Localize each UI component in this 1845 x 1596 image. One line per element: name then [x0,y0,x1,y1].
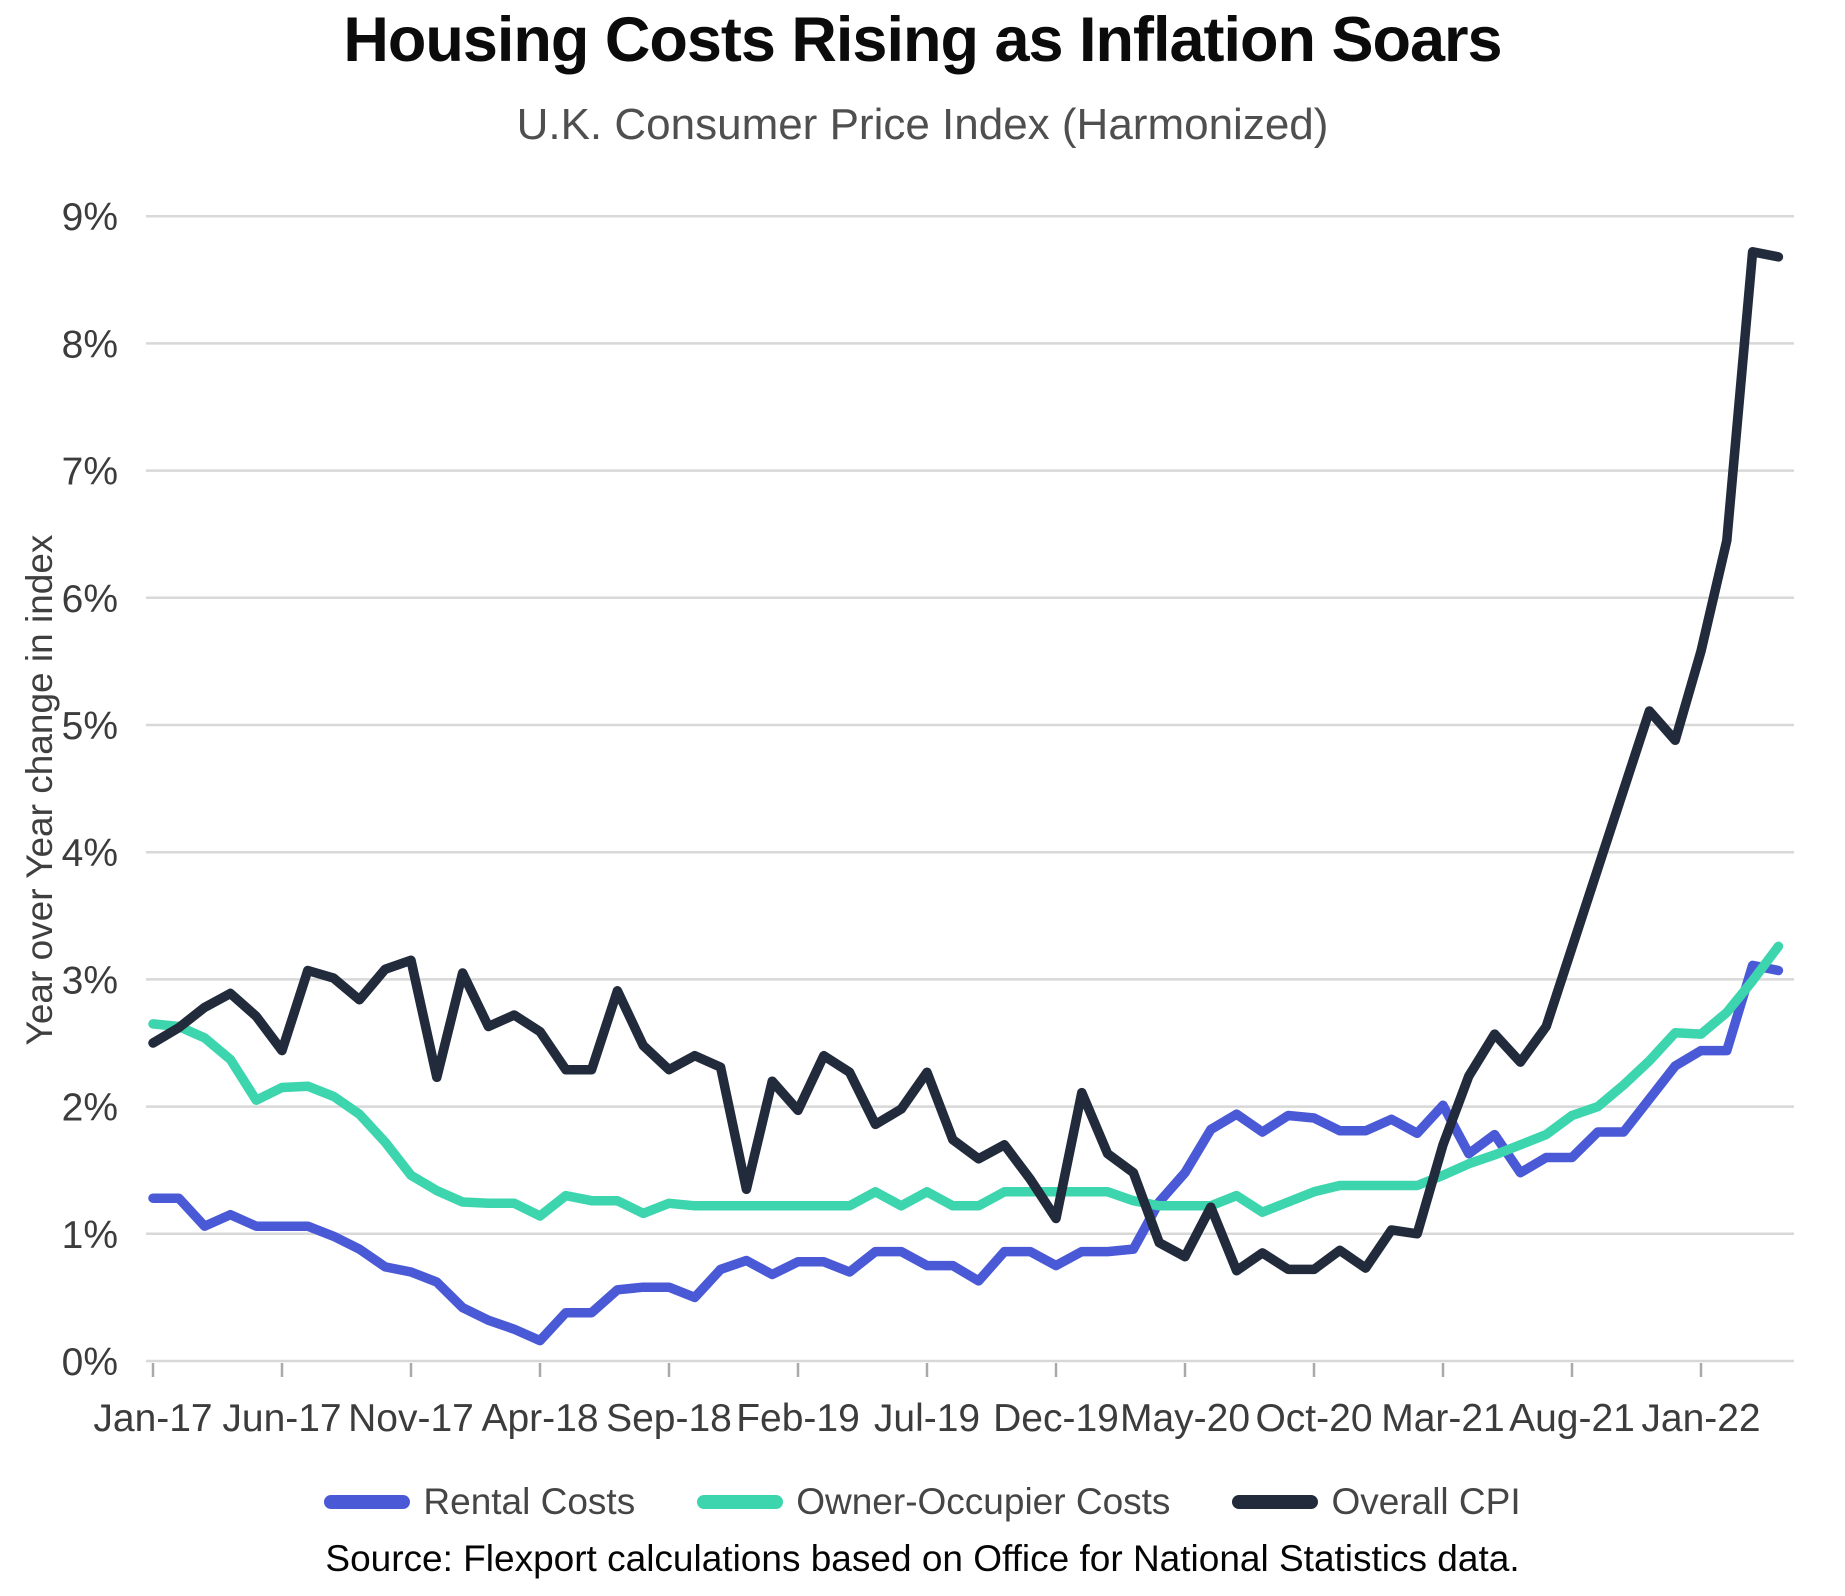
legend-label-overall-cpi: Overall CPI [1331,1481,1521,1522]
y-tick-label: 6% [62,578,118,621]
y-tick-label: 3% [62,959,118,1002]
legend: Rental Costs Owner-Occupier Costs Overal… [0,1481,1845,1523]
x-tick-label: Feb-19 [736,1397,860,1440]
legend-swatch-owner-occupier-costs [697,1495,784,1509]
y-tick-label: 4% [62,832,118,875]
x-tick-label: Sep-18 [606,1397,732,1440]
x-tick-label: Jun-17 [222,1397,341,1440]
x-tick-label: Aug-21 [1509,1397,1635,1440]
legend-label-rental-costs: Rental Costs [423,1481,636,1522]
x-tick-label: Nov-17 [348,1397,474,1440]
x-tick-label: Jan-22 [1641,1397,1760,1440]
x-tick-label: Oct-20 [1255,1397,1372,1440]
source-text: Source: Flexport calculations based on O… [325,1538,1520,1579]
x-tick-label: May-20 [1120,1397,1250,1440]
y-tick-label: 8% [62,323,118,366]
y-tick-label: 2% [62,1087,118,1130]
y-tick-label: 1% [62,1214,118,1257]
x-tick-label: Mar-21 [1381,1397,1505,1440]
legend-item-overall-cpi: Overall CPI [1232,1481,1521,1523]
legend-swatch-overall-cpi [1232,1495,1319,1509]
x-tick-label: Apr-18 [481,1397,598,1440]
chart-title: Housing Costs Rising as Inflation Soars [343,5,1502,75]
legend-item-rental-costs: Rental Costs [324,1481,635,1523]
line-overall-cpi [148,247,1784,1276]
x-tick-label: Jul-19 [874,1397,980,1440]
chart-subtitle: U.K. Consumer Price Index (Harmonized) [516,100,1329,149]
x-tick-label: Jan-17 [93,1397,212,1440]
legend-item-owner-occupier-costs: Owner-Occupier Costs [697,1481,1170,1523]
legend-label-owner-occupier-costs: Owner-Occupier Costs [796,1481,1171,1522]
y-tick-label: 0% [62,1341,118,1384]
legend-swatch-rental-costs [324,1495,411,1509]
x-tick-label: Dec-19 [993,1397,1119,1440]
line-owner-occupier-costs [148,941,1784,1221]
y-tick-label: 7% [62,451,118,494]
y-tick-label: 9% [62,196,118,239]
y-tick-label: 5% [62,705,118,748]
